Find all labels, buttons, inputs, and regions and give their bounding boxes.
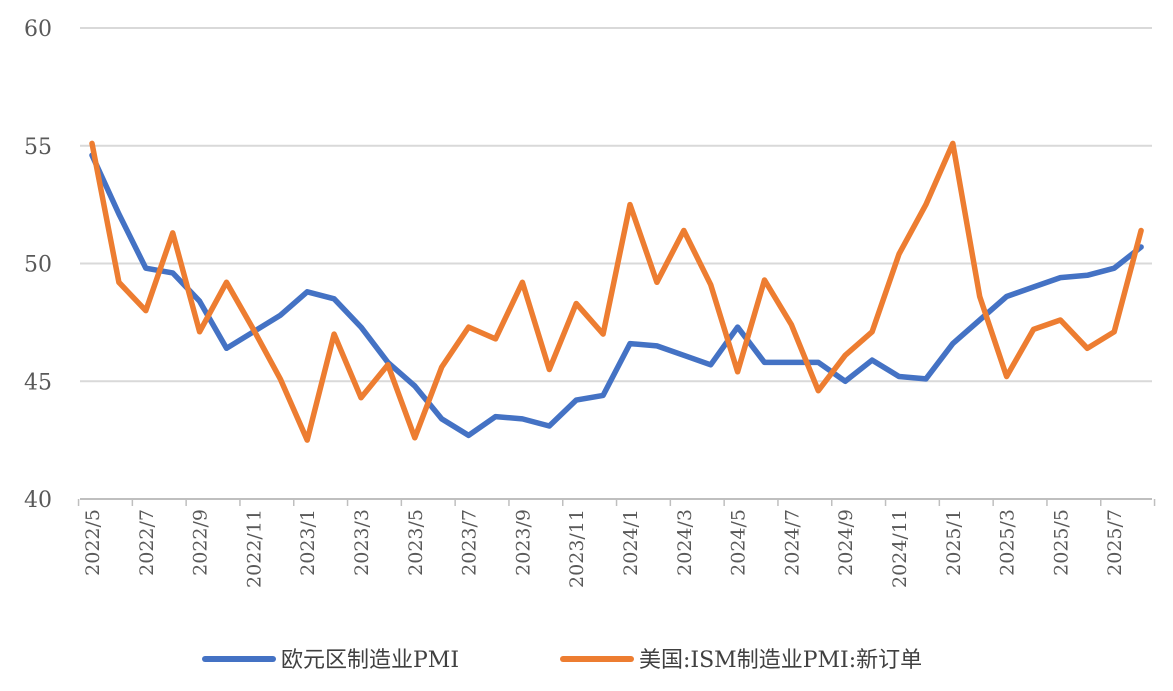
x-tick-label: 2024/1 <box>620 509 642 576</box>
x-tick-label: 2023/5 <box>405 509 427 576</box>
series-line <box>89 140 1144 443</box>
x-tick-label: 2024/3 <box>674 509 696 576</box>
legend: 欧元区制造业PMI 美国:ISM制造业PMI:新订单 <box>202 648 922 673</box>
x-tick-label: 2024/11 <box>889 509 911 588</box>
y-tick-label: 45 <box>24 370 52 395</box>
x-tick-label: 2023/9 <box>512 509 534 576</box>
x-tick-label: 2024/5 <box>728 509 750 576</box>
y-tick-label: 40 <box>24 488 52 513</box>
x-axis <box>77 498 1156 506</box>
x-tick-label: 2025/5 <box>1050 509 1072 576</box>
y-tick-label: 55 <box>24 135 52 160</box>
series-lines <box>89 140 1144 443</box>
legend-label: 美国:ISM制造业PMI:新订单 <box>639 648 922 673</box>
x-tick-label: 2023/3 <box>351 509 373 576</box>
x-tick-label: 2022/7 <box>136 509 158 576</box>
x-tick-label: 2024/9 <box>835 509 857 576</box>
x-tick-label: 2025/1 <box>943 509 965 576</box>
y-tick-label: 50 <box>24 253 52 278</box>
x-tick-label: 2025/7 <box>1104 509 1126 576</box>
x-tick-label: 2022/11 <box>243 509 265 588</box>
x-axis-ticks: 2022/5 2022/7 2022/9 2022/11 2023/1 2023/3 202… <box>82 509 1126 588</box>
y-tick-label: 60 <box>24 17 52 42</box>
x-tick-label: 2022/9 <box>190 509 212 576</box>
legend-label: 欧元区制造业PMI <box>281 648 459 673</box>
series-line <box>89 152 1144 439</box>
x-tick-label: 2023/11 <box>566 509 588 588</box>
y-axis-ticks: 40 45 50 55 60 <box>24 17 52 513</box>
x-tick-label: 2022/5 <box>82 509 104 576</box>
x-tick-label: 2024/7 <box>781 509 803 576</box>
x-tick-label: 2025/3 <box>997 509 1019 576</box>
x-tick-label: 2023/7 <box>459 509 481 576</box>
x-tick-label: 2023/1 <box>297 509 319 576</box>
